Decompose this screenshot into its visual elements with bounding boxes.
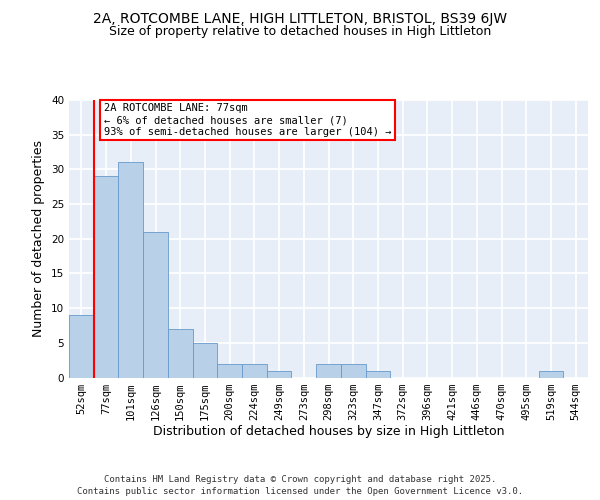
- Bar: [365, 370, 390, 378]
- Bar: [242, 364, 267, 378]
- Bar: [118, 162, 143, 378]
- X-axis label: Distribution of detached houses by size in High Littleton: Distribution of detached houses by size …: [153, 426, 504, 438]
- Bar: [539, 370, 563, 378]
- Bar: [94, 176, 118, 378]
- Bar: [316, 364, 341, 378]
- Bar: [168, 329, 193, 378]
- Text: Contains HM Land Registry data © Crown copyright and database right 2025.
Contai: Contains HM Land Registry data © Crown c…: [77, 474, 523, 496]
- Bar: [341, 364, 365, 378]
- Bar: [217, 364, 242, 378]
- Bar: [69, 315, 94, 378]
- Text: 2A, ROTCOMBE LANE, HIGH LITTLETON, BRISTOL, BS39 6JW: 2A, ROTCOMBE LANE, HIGH LITTLETON, BRIST…: [93, 12, 507, 26]
- Y-axis label: Number of detached properties: Number of detached properties: [32, 140, 46, 337]
- Text: Size of property relative to detached houses in High Littleton: Size of property relative to detached ho…: [109, 25, 491, 38]
- Bar: [193, 343, 217, 378]
- Text: 2A ROTCOMBE LANE: 77sqm
← 6% of detached houses are smaller (7)
93% of semi-deta: 2A ROTCOMBE LANE: 77sqm ← 6% of detached…: [104, 104, 391, 136]
- Bar: [143, 232, 168, 378]
- Bar: [267, 370, 292, 378]
